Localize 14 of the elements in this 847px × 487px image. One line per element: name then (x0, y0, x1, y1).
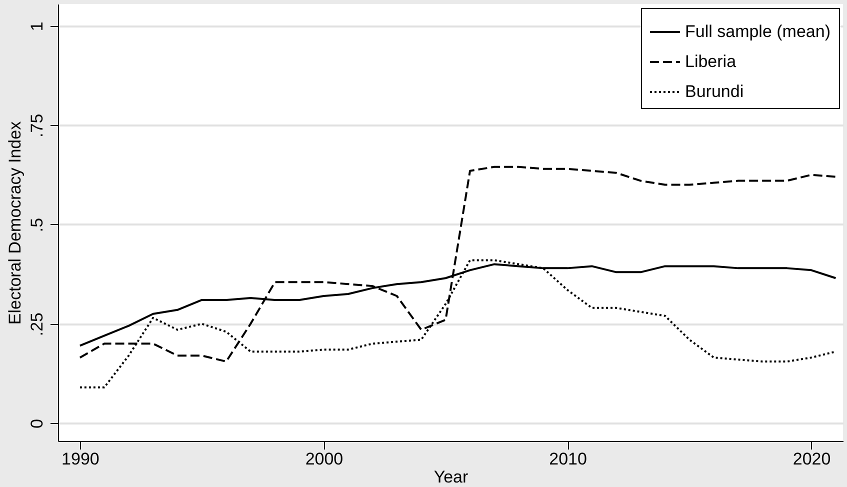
y-tick-label: 0 (28, 418, 46, 428)
legend-label: Full sample (mean) (685, 22, 830, 41)
legend-label: Liberia (685, 52, 737, 71)
y-axis-title: Electoral Democracy Index (6, 120, 24, 325)
y-tick-label: 1 (28, 22, 46, 32)
y-tick-label: .5 (28, 218, 46, 232)
y-tick-label: .75 (28, 114, 46, 138)
legend-label: Burundi (685, 82, 744, 101)
x-tick-label: 2010 (549, 450, 587, 468)
x-tick-label: 2020 (792, 450, 831, 468)
x-axis-title: Year (434, 468, 469, 486)
x-tick-label: 2000 (305, 450, 344, 468)
x-tick-label: 1990 (62, 450, 100, 468)
y-tick-label: .25 (28, 312, 46, 336)
